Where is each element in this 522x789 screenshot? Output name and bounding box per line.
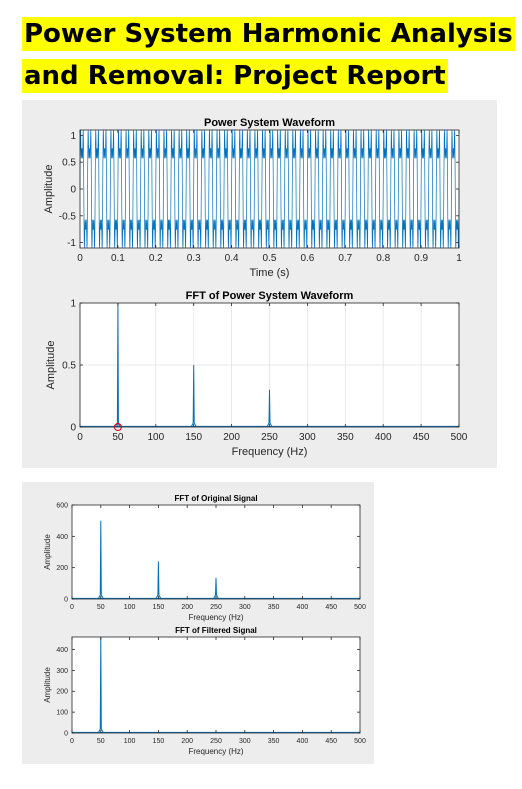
fft_original-x-tick-label: 500 xyxy=(354,604,366,611)
fft_filtered-x-tick-label: 450 xyxy=(325,738,337,745)
waveform-y-tick-label: 1 xyxy=(70,131,76,142)
fft_waveform-y-tick-label: 1 xyxy=(70,299,76,310)
waveform-x-tick-label: 0.8 xyxy=(376,253,390,264)
figure-panel-1: 0 0.1 0.2 0.3 0.4 0.5 0.6 0.7 0.8 0.9 1 -1 -0.5 0 0.5 1… xyxy=(22,100,497,468)
fft_filtered-x-tick-label: 200 xyxy=(181,738,193,745)
fft_waveform-x-tick-label: 100 xyxy=(147,432,164,443)
fft_waveform-x-tick-label: 200 xyxy=(223,432,240,443)
fft_waveform-x-tick-label: 150 xyxy=(185,432,202,443)
fft_waveform-y-tick-label: 0.5 xyxy=(62,361,76,372)
fft_original-x-tick-label: 0 xyxy=(70,604,74,611)
fft_filtered-y-axis-label: Amplitude xyxy=(43,667,52,703)
fft_waveform-peak xyxy=(190,364,197,428)
fft_original-y-tick-label: 400 xyxy=(56,534,68,541)
waveform-title: Power System Waveform xyxy=(204,117,335,129)
fft_filtered-x-tick-label: 50 xyxy=(97,738,105,745)
fft_original-x-tick-label: 250 xyxy=(210,604,222,611)
waveform-y-axis-label: Amplitude xyxy=(43,165,55,214)
fft_waveform-title: FFT of Power System Waveform xyxy=(186,290,354,302)
fft_waveform-x-tick-label: 450 xyxy=(413,432,430,443)
fft_original-x-axis-label: Frequency (Hz) xyxy=(188,613,243,622)
fft_filtered-y-tick-label: 400 xyxy=(56,647,68,654)
fft_original-x-tick-label: 450 xyxy=(325,604,337,611)
fft_waveform-y-axis-label: Amplitude xyxy=(45,341,57,390)
fft_waveform-x-tick-label: 250 xyxy=(261,432,278,443)
fft_filtered-y-tick-label: 0 xyxy=(64,730,68,737)
fft_filtered-x-tick-label: 150 xyxy=(153,738,165,745)
fft_filtered-x-axis-label: Frequency (Hz) xyxy=(188,747,243,756)
fft_waveform-x-tick-label: 0 xyxy=(77,432,83,443)
fft_filtered-x-tick-label: 100 xyxy=(124,738,136,745)
fft_waveform-x-tick-label: 50 xyxy=(112,432,124,443)
fft_filtered-x-tick-label: 300 xyxy=(239,738,251,745)
waveform-x-tick-label: 0.3 xyxy=(187,253,201,264)
fft_waveform-peak xyxy=(266,389,273,428)
waveform-x-axis-label: Time (s) xyxy=(250,267,290,279)
waveform-x-tick-label: 0.2 xyxy=(149,253,163,264)
fft_filtered-y-tick-label: 200 xyxy=(56,689,68,696)
fft_original-x-tick-label: 300 xyxy=(239,604,251,611)
fft_original-x-tick-label: 150 xyxy=(153,604,165,611)
waveform-y-tick-label: 0.5 xyxy=(62,158,76,169)
fft_filtered-y-tick-label: 300 xyxy=(56,668,68,675)
fft_filtered-x-tick-label: 0 xyxy=(70,738,74,745)
waveform-y-tick-label: 0 xyxy=(70,185,76,196)
fft_filtered-title: FFT of Filtered Signal xyxy=(175,626,257,635)
waveform-x-tick-label: 0.5 xyxy=(263,253,277,264)
waveform-x-tick-label: 0 xyxy=(77,253,83,264)
fft_waveform-x-tick-label: 500 xyxy=(451,432,468,443)
fft_waveform-x-tick-label: 300 xyxy=(299,432,316,443)
fft_original-title: FFT of Original Signal xyxy=(174,494,257,503)
fft_original-x-tick-label: 400 xyxy=(297,604,309,611)
waveform-x-tick-label: 0.4 xyxy=(225,253,239,264)
fft_waveform-y-tick-label: 0 xyxy=(70,423,76,434)
fft_original-x-tick-label: 100 xyxy=(124,604,136,611)
waveform-x-tick-label: 0.9 xyxy=(414,253,428,264)
fft_original-x-tick-label: 350 xyxy=(268,604,280,611)
fft_original-y-tick-label: 200 xyxy=(56,565,68,572)
waveform-x-tick-label: 0.6 xyxy=(300,253,314,264)
fft_filtered-y-tick-label: 100 xyxy=(56,710,68,717)
fft_original-x-tick-label: 50 xyxy=(97,604,105,611)
waveform-x-tick-label: 0.1 xyxy=(111,253,125,264)
fft_filtered-x-tick-label: 350 xyxy=(268,738,280,745)
waveform-x-tick-label: 1 xyxy=(456,253,462,264)
waveform-y-tick-label: -0.5 xyxy=(59,211,77,222)
fft_waveform-x-tick-label: 350 xyxy=(337,432,354,443)
figure-2-svg: 0 50 100 150 200 250 300 350 400 450 5000200400600… xyxy=(43,494,366,756)
fft_original-y-tick-label: 0 xyxy=(64,596,68,603)
waveform-series-line xyxy=(79,129,460,249)
figure-1-svg: 0 0.1 0.2 0.3 0.4 0.5 0.6 0.7 0.8 0.9 1 -1 -0.5 0 0.5 1… xyxy=(43,117,468,458)
fft_waveform-x-axis-label: Frequency (Hz) xyxy=(232,446,308,458)
report-title-line-1: Power System Harmonic Analysis xyxy=(22,17,515,51)
fft_waveform-x-tick-label: 400 xyxy=(375,432,392,443)
fft_original-x-tick-label: 200 xyxy=(181,604,193,611)
fft_filtered-x-tick-label: 400 xyxy=(297,738,309,745)
fft_original-y-tick-label: 600 xyxy=(56,502,68,509)
waveform-y-tick-label: -1 xyxy=(67,238,76,249)
waveform-x-tick-label: 0.7 xyxy=(338,253,352,264)
fft_original-peak xyxy=(97,520,104,600)
figure-panel-2: 0 50 100 150 200 250 300 350 400 450 500 0 200 400 600… xyxy=(22,482,374,764)
fft_filtered-plot-area xyxy=(72,637,360,733)
fft_original-peak xyxy=(155,561,162,600)
fft_original-y-axis-label: Amplitude xyxy=(43,534,52,570)
fft_original-peak xyxy=(212,577,220,600)
fft_filtered-x-tick-label: 500 xyxy=(354,738,366,745)
report-title-line-2: and Removal: Project Report xyxy=(22,59,448,93)
fft_filtered-x-tick-label: 250 xyxy=(210,738,222,745)
